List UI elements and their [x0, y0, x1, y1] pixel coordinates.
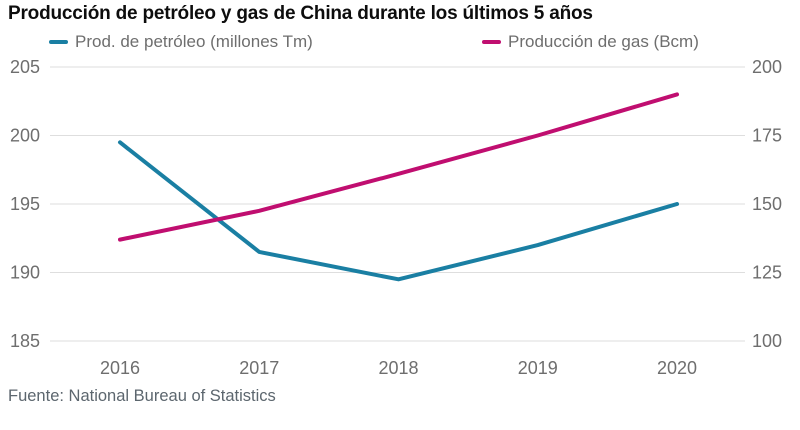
legend-label-gas: Producción de gas (Bcm)	[508, 32, 699, 51]
left-axis-tick-label: 195	[10, 194, 40, 214]
x-axis-tick-label: 2018	[378, 358, 418, 378]
right-axis-tick-label: 150	[752, 194, 782, 214]
x-axis-tick-label: 2016	[100, 358, 140, 378]
legend-item-gas: Producción de gas (Bcm)	[482, 31, 699, 53]
x-axis-tick-label: 2020	[657, 358, 697, 378]
left-axis-tick-label: 205	[10, 57, 40, 77]
series-line-gas	[118, 92, 679, 242]
left-axis-tick-label: 185	[10, 331, 40, 351]
right-axis-tick-label: 200	[752, 57, 782, 77]
right-axis-tick-label: 125	[752, 263, 782, 283]
legend: Prod. de petróleo (millones Tm) Producci…	[0, 31, 800, 53]
series-line-petroleo	[118, 140, 679, 282]
legend-swatch-petroleo-icon	[49, 40, 68, 44]
legend-item-petroleo: Prod. de petróleo (millones Tm)	[49, 31, 313, 53]
left-axis-tick-label: 200	[10, 126, 40, 146]
left-axis-tick-label: 190	[10, 263, 40, 283]
legend-label-petroleo: Prod. de petróleo (millones Tm)	[75, 32, 313, 51]
right-axis-tick-label: 100	[752, 331, 782, 351]
x-axis-tick-label: 2019	[518, 358, 558, 378]
legend-swatch-gas-icon	[482, 40, 501, 44]
x-axis-tick-label: 2017	[239, 358, 279, 378]
chart-title: Producción de petróleo y gas de China du…	[8, 3, 593, 24]
source-note: Fuente: National Bureau of Statistics	[8, 387, 276, 405]
right-axis-tick-label: 175	[752, 126, 782, 146]
